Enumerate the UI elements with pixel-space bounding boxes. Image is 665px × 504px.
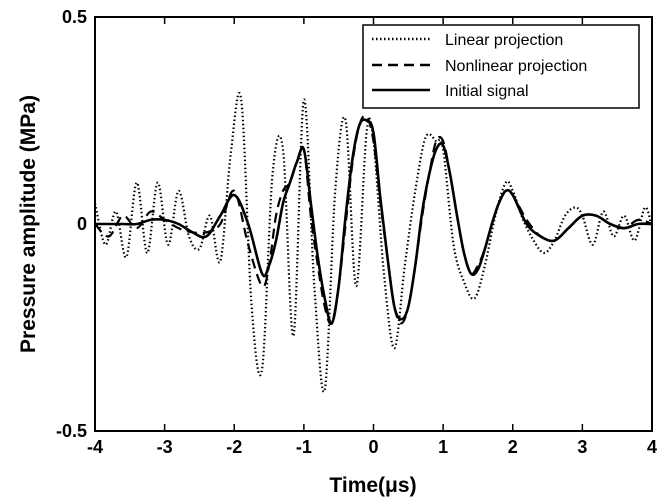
y-tick-label: -0.5 [56, 421, 87, 441]
legend-label-nonlinear: Nonlinear projection [445, 58, 587, 75]
y-axis-title: Pressure amplitude (MPa) [17, 95, 40, 353]
series-lines [93, 91, 654, 393]
legend: Linear projection Nonlinear projection I… [362, 24, 640, 109]
x-tick-label: 0 [368, 437, 378, 457]
series-line-initial-signal [95, 118, 653, 325]
x-tick-label: 2 [508, 437, 518, 457]
x-axis-title: Time(μs) [329, 474, 416, 497]
series-line-linear-projection [93, 91, 654, 393]
x-tick-label: 4 [647, 437, 657, 457]
x-tick-label: -1 [296, 437, 312, 457]
legend-label-linear: Linear projection [445, 32, 563, 49]
legend-label-initial: Initial signal [445, 83, 529, 100]
x-tick-label: -2 [226, 437, 242, 457]
y-tick-label: 0 [77, 214, 87, 234]
x-tick-label: 3 [577, 437, 587, 457]
axis-tick-labels: -4 -3 -2 -1 0 1 2 3 4 -0.5 0 0.5 [56, 7, 657, 457]
x-tick-label: -4 [87, 437, 103, 457]
x-tick-label: -3 [157, 437, 173, 457]
x-tick-label: 1 [438, 437, 448, 457]
y-tick-label: 0.5 [62, 7, 87, 27]
